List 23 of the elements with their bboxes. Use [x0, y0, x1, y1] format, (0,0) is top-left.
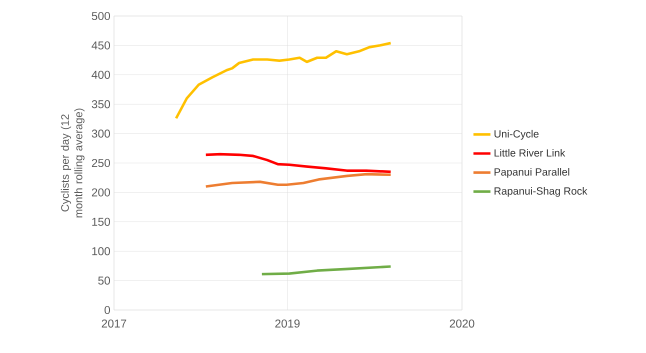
y-tick-label: 450 [92, 41, 110, 50]
y-tick-label: 300 [92, 130, 110, 138]
line-series [260, 265, 392, 276]
legend-label: Rapanui-Shag Rock [494, 187, 588, 197]
line-series [204, 152, 392, 174]
x-tick-label: 2019 [275, 319, 300, 328]
legend-label: Papanui Parallel [494, 168, 570, 178]
y-tick-label: 250 [92, 158, 110, 168]
legend-label: Uni-Cycle [494, 130, 539, 140]
y-tick-label: 150 [92, 218, 110, 226]
y-tick-label: 0 [104, 306, 110, 314]
legend-label: Little River Link [494, 148, 566, 157]
x-tick-label: 2017 [102, 319, 126, 328]
x-tick-label: 2020 [450, 319, 474, 328]
y-tick-label: 50 [98, 276, 110, 285]
y-tick-label: 100 [92, 247, 110, 256]
line-series [204, 172, 392, 188]
y-tick-label: 400 [92, 70, 110, 79]
line-series [174, 42, 392, 120]
y-axis-title: Cyclists per day (12 month rolling average) [60, 108, 85, 218]
y-tick-label: 200 [92, 188, 110, 196]
y-tick-label: 350 [92, 100, 110, 108]
y-tick-label: 500 [92, 12, 110, 20]
